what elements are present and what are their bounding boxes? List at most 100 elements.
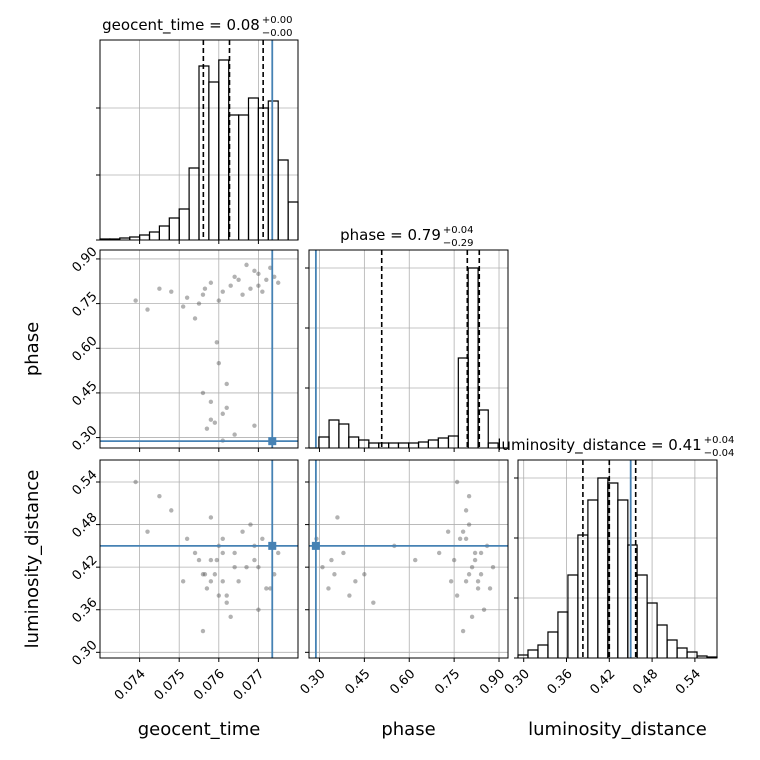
sample-point: [220, 536, 225, 541]
x-tick-label: 0.75: [432, 667, 463, 698]
sample-point: [216, 360, 221, 366]
y-tick-label: 0.75: [70, 289, 101, 320]
sample-point: [341, 550, 346, 556]
y-tick-label: 0.54: [70, 468, 101, 499]
x-tick-label: 0.074: [112, 667, 149, 704]
sample-point: [329, 557, 334, 563]
title-lower: −0.04: [704, 448, 735, 459]
hist-bin: [318, 436, 330, 448]
hist-bin: [487, 442, 499, 448]
sample-point: [196, 301, 202, 306]
sample-point: [145, 307, 150, 312]
hist-bin: [348, 436, 360, 448]
sample-point: [232, 274, 237, 279]
hist-bin: [139, 234, 151, 240]
sample-point: [157, 286, 162, 291]
sample-point: [264, 586, 269, 591]
sample-point: [335, 515, 340, 520]
sample-point: [256, 564, 261, 570]
y-tick-label: 0.30: [70, 638, 101, 669]
sample-point: [371, 600, 376, 605]
sample-point: [208, 280, 214, 285]
sample-point: [478, 550, 484, 556]
sample-point: [228, 614, 233, 620]
x-tick-label: 0.90: [477, 667, 508, 698]
sample-point: [216, 298, 221, 303]
sample-point: [454, 479, 460, 485]
sample-point: [248, 522, 253, 527]
sample-point: [192, 550, 198, 556]
panel-frame: [99, 249, 299, 449]
title-lower: −0.00: [262, 28, 293, 39]
panel-title: phase = 0.79: [340, 226, 441, 244]
sample-point: [220, 289, 225, 294]
sample-point: [200, 628, 206, 634]
hist-bin: [328, 419, 340, 448]
sample-point: [208, 399, 214, 405]
panel-frame: [99, 459, 299, 659]
sample-point: [448, 579, 454, 584]
sample-point: [475, 586, 481, 591]
hist-bin: [427, 439, 439, 448]
panel-title: geocent_time = 0.08: [102, 16, 260, 35]
hist-bin: [417, 441, 429, 448]
sample-point: [220, 411, 225, 416]
sample-point: [232, 432, 237, 437]
hist-bin: [267, 100, 279, 240]
sample-point: [224, 381, 229, 387]
sample-point: [463, 579, 469, 584]
sample-point: [481, 607, 487, 612]
hist-bin: [437, 437, 450, 448]
title-upper: +0.04: [443, 225, 474, 236]
x-tick-label: 0.60: [387, 667, 418, 698]
sample-point: [202, 286, 208, 291]
sample-point: [475, 579, 481, 584]
sample-point: [256, 607, 261, 612]
sample-point: [224, 593, 229, 598]
y-tick-label: 0.60: [70, 334, 101, 365]
sample-point: [332, 572, 337, 577]
sample-point: [236, 579, 241, 584]
sample-point: [353, 579, 358, 584]
sample-point: [232, 550, 237, 556]
sample-point: [180, 304, 186, 309]
sample-point: [204, 586, 210, 591]
panel-frame: [308, 249, 509, 449]
hist-bin: [686, 651, 698, 658]
hist-bin: [447, 435, 459, 448]
sample-point: [478, 572, 484, 577]
sample-point: [184, 536, 190, 541]
sample-point: [244, 262, 249, 268]
sample-point: [413, 557, 418, 563]
sample-point: [212, 572, 218, 577]
sample-point: [208, 515, 214, 520]
sample-point: [184, 295, 190, 300]
sample-point: [240, 292, 245, 297]
hist-bin: [656, 624, 668, 658]
sample-point: [157, 493, 162, 499]
panel-frame: [517, 459, 718, 659]
sample-point: [362, 572, 367, 577]
sample-point: [204, 426, 210, 431]
hist-bin: [636, 574, 648, 658]
sample-point: [276, 280, 281, 285]
sample-point: [169, 289, 174, 294]
hist-bin: [247, 97, 259, 240]
hist-bin: [587, 499, 599, 658]
sample-point: [200, 390, 206, 396]
sample-point: [145, 529, 150, 534]
hist-bin: [676, 647, 688, 658]
sample-point: [472, 557, 478, 563]
sample-point: [260, 536, 265, 541]
hist-bin: [158, 225, 170, 240]
sample-point: [240, 529, 245, 534]
sample-point: [469, 564, 475, 570]
x-tick-label: 0.075: [151, 667, 188, 704]
hist-bin: [627, 544, 638, 658]
hist-bin: [338, 423, 350, 448]
sample-point: [200, 572, 206, 577]
y-tick-label: 0.42: [70, 553, 101, 584]
sample-point: [454, 593, 460, 598]
sample-point: [224, 405, 229, 411]
x-tick-label: 0.42: [587, 667, 618, 698]
